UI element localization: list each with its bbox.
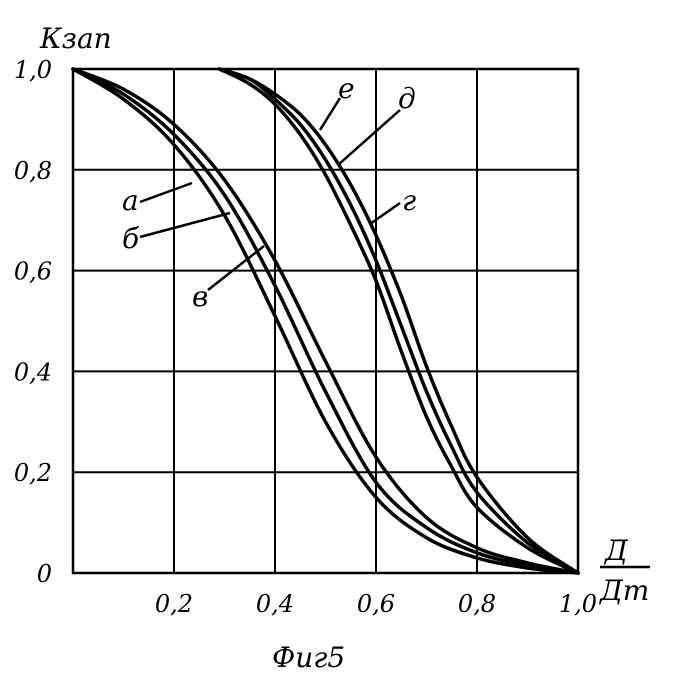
leader-line-г xyxy=(370,203,400,224)
x-axis-label-denominator: Дт xyxy=(598,574,649,607)
x-tick-label: 0,8 xyxy=(458,590,496,618)
y-tick-label: 0 xyxy=(37,560,52,588)
y-tick-label: 0,4 xyxy=(14,358,52,386)
x-tick-label: 0,4 xyxy=(256,590,294,618)
leader-line-а xyxy=(140,183,192,202)
series-label-д: д xyxy=(398,82,416,115)
series-label-б: б xyxy=(122,222,140,255)
y-axis-label: Кзап xyxy=(39,22,112,55)
x-axis-label-numerator: Д xyxy=(603,534,629,567)
x-tick-label: 1,0 xyxy=(559,590,597,618)
leader-line-б xyxy=(140,213,230,237)
x-tick-label: 0,2 xyxy=(155,590,193,618)
y-tick-label: 0,8 xyxy=(14,157,52,185)
figure-caption: Фиг5 xyxy=(272,641,345,674)
leader-line-е xyxy=(320,98,340,130)
series-line-д xyxy=(219,69,578,573)
x-tick-label: 0,6 xyxy=(357,590,395,618)
y-tick-label: 0,6 xyxy=(14,258,52,286)
series-label-г: г xyxy=(402,184,416,217)
series-layer xyxy=(73,69,578,573)
y-tick-label: 1,0 xyxy=(14,56,52,84)
leader-line-д xyxy=(338,110,400,165)
series-label-а: а xyxy=(122,184,139,217)
series-label-в: в xyxy=(192,280,208,313)
leader-line-в xyxy=(208,246,264,290)
y-tick-label: 0,2 xyxy=(14,459,52,487)
series-label-е: е xyxy=(338,72,355,105)
